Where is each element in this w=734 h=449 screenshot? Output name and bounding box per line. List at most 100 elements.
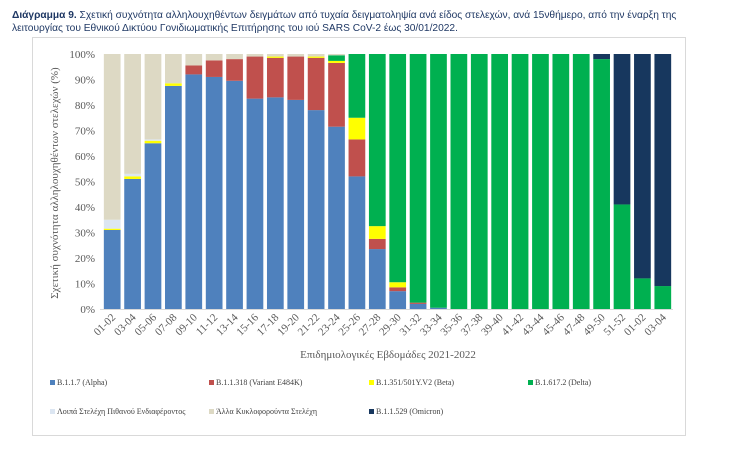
bar-segment-b-1-1-7-alpha--01-02 xyxy=(103,229,121,309)
x-tick-label: 49-50 xyxy=(581,311,608,338)
bar-segment---11-12 xyxy=(205,54,223,61)
bar-segment---03-04 xyxy=(124,173,141,177)
bar-segment-b-1-1-529-omicron--49-50 xyxy=(593,54,610,60)
x-tick-label: 33-34 xyxy=(418,311,445,338)
legend-item: B.1.1.7 (Alpha) xyxy=(50,378,107,387)
bar-stack-03-04 xyxy=(654,54,672,309)
y-axis-ticks: 0% 10% 20% 30% 40% 50% 60% 70% 80% 90% 100% xyxy=(69,49,95,316)
legend-item: Άλλα Κυκλοφορούντα Στελέχη xyxy=(209,407,317,416)
bar-segment-b-1-351-501y-v2-beta--03-04 xyxy=(124,176,141,179)
bar-stack-39-40 xyxy=(491,54,509,309)
bar-segment-b-1-617-2-delta--37-38 xyxy=(470,54,488,309)
x-tick-label: 05-06 xyxy=(132,311,159,338)
legend-swatch xyxy=(209,409,214,414)
bars xyxy=(103,54,672,310)
bar-segment-b-1-617-2-delta--43-44 xyxy=(532,54,549,309)
y-tick-label: 40% xyxy=(75,202,95,214)
bar-segment-b-1-1-318-variant-e484k--15-16 xyxy=(246,56,264,99)
bar-segment-b-1-1-7-alpha--33-34 xyxy=(430,307,447,309)
bar-segment-b-1-1-7-alpha--31-32 xyxy=(409,303,427,309)
y-axis-title: Σχετική συχνότητα αλληλουχηθέντων στελεχ… xyxy=(49,67,61,299)
bar-segment-b-1-1-529-omicron--03-04 xyxy=(654,54,672,287)
bar-segment-b-1-351-501y-v2-beta--05-06 xyxy=(144,140,162,144)
x-tick-label: 21-22 xyxy=(296,312,323,339)
x-tick-label: 19-20 xyxy=(275,311,302,338)
x-tick-label: 35-36 xyxy=(438,311,465,338)
bar-segment-b-1-1-318-variant-e484k--09-10 xyxy=(185,65,203,75)
legend-item: B.1.351/501Y.V2 (Beta) xyxy=(369,378,454,387)
y-tick-label: 60% xyxy=(75,151,95,163)
x-tick-label: 37-38 xyxy=(459,311,486,338)
x-tick-label: 15-16 xyxy=(234,311,261,338)
legend-label: Λοιπά Στελέχη Πιθανού Ενδιαφέροντος xyxy=(57,407,186,416)
y-tick-label: 30% xyxy=(75,228,95,240)
x-tick-label: 07-08 xyxy=(153,311,180,338)
x-tick-label: 11-12 xyxy=(194,312,220,338)
bar-segment-b-1-1-318-variant-e484k--11-12 xyxy=(205,60,223,77)
bar-stack-43-44 xyxy=(532,54,549,309)
legend-label: Άλλα Κυκλοφορούντα Στελέχη xyxy=(216,407,318,416)
bar-stack-31-32 xyxy=(409,54,427,309)
legend-label: B.1.617.2 (Delta) xyxy=(535,378,591,387)
bar-segment-b-1-617-2-delta--01-02 xyxy=(634,278,651,309)
bar-segment-b-1-1-318-variant-e484k--25-26 xyxy=(348,139,366,177)
bar-segment-b-1-617-2-delta--23-24 xyxy=(328,55,345,61)
y-tick-label: 80% xyxy=(75,100,95,112)
bar-segment-b-1-617-2-delta--33-34 xyxy=(430,54,447,308)
bar-stack-47-48 xyxy=(572,54,590,309)
bar-stack-25-26 xyxy=(348,54,366,309)
bar-stack-45-46 xyxy=(552,54,570,309)
x-tick-label: 25-26 xyxy=(336,311,363,338)
bar-stack-35-36 xyxy=(450,54,468,309)
bar-segment-b-1-1-529-omicron--51-52 xyxy=(613,54,631,205)
legend-item: B.1.1.318 (Variant E484K) xyxy=(209,378,302,387)
legend-swatch xyxy=(369,409,374,414)
bar-segment-b-1-617-2-delta--41-42 xyxy=(511,54,529,309)
bar-segment-b-1-617-2-delta--25-26 xyxy=(348,54,366,118)
legend-label: B.1.1.529 (Omicron) xyxy=(376,407,444,416)
bar-segment---17-18 xyxy=(266,54,284,57)
x-tick-label: 01-02 xyxy=(92,312,119,339)
bar-segment-b-1-1-7-alpha--15-16 xyxy=(246,98,264,310)
bar-segment---23-24 xyxy=(328,54,345,56)
bar-stack-09-10 xyxy=(185,54,203,310)
legend-swatch xyxy=(50,380,55,385)
bar-stack-23-24 xyxy=(328,54,345,310)
bar-stack-41-42 xyxy=(511,54,529,309)
caption-label: Διάγραμμα 9. xyxy=(12,10,77,21)
x-tick-label: 01-02 xyxy=(622,312,649,339)
x-tick-label: 41-42 xyxy=(500,312,527,339)
bar-segment-b-1-1-318-variant-e484k--23-24 xyxy=(328,62,345,127)
bar-stack-37-38 xyxy=(470,54,488,309)
legend-swatch xyxy=(50,409,55,414)
x-tick-label: 47-48 xyxy=(561,311,588,338)
bar-segment-b-1-617-2-delta--29-30 xyxy=(389,54,407,283)
bar-segment---05-06 xyxy=(144,54,162,140)
y-tick-label: 50% xyxy=(75,177,95,189)
y-tick-label: 10% xyxy=(75,279,95,291)
x-tick-label: 39-40 xyxy=(479,311,506,338)
legend-swatch xyxy=(209,380,214,385)
legend-item: Λοιπά Στελέχη Πιθανού Ενδιαφέροντος xyxy=(50,407,185,416)
bar-stack-29-30 xyxy=(389,54,407,309)
x-tick-label: 09-10 xyxy=(173,311,200,338)
legend-label: B.1.351/501Y.V2 (Beta) xyxy=(376,378,455,387)
bar-segment---05-06 xyxy=(144,139,162,141)
bar-segment---01-02 xyxy=(103,219,121,229)
x-tick-label: 45-46 xyxy=(540,311,567,338)
bar-segment-b-1-1-7-alpha--13-14 xyxy=(226,80,243,309)
bar-segment-b-1-617-2-delta--27-28 xyxy=(368,54,386,227)
bar-segment---21-22 xyxy=(307,54,325,57)
bar-stack-51-52 xyxy=(613,54,631,309)
y-tick-label: 90% xyxy=(75,75,95,87)
bar-segment---01-02 xyxy=(103,54,121,220)
bar-segment-b-1-1-318-variant-e484k--31-32 xyxy=(409,302,427,304)
bar-stack-07-08 xyxy=(165,54,182,310)
bar-segment-b-1-1-318-variant-e484k--27-28 xyxy=(368,238,386,250)
bar-segment---09-10 xyxy=(185,54,203,66)
bar-stack-27-28 xyxy=(368,54,386,309)
bar-segment-b-1-617-2-delta--03-04 xyxy=(654,286,672,309)
bar-segment---19-20 xyxy=(287,54,305,57)
bar-stack-01-02 xyxy=(634,54,651,309)
